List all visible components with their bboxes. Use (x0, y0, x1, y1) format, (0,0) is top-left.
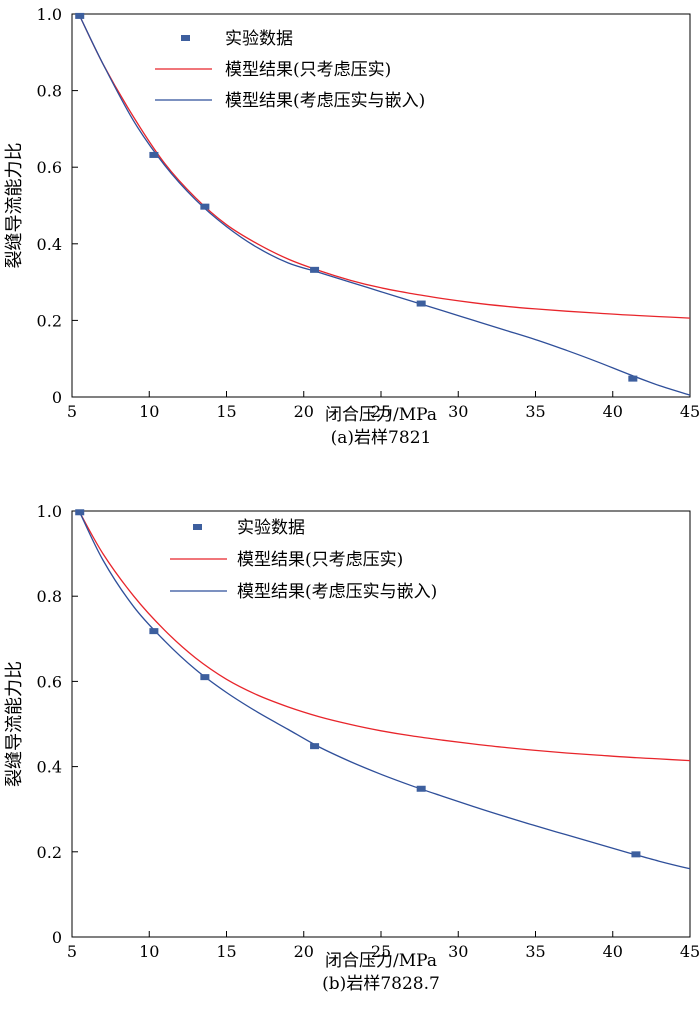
data-point (149, 628, 159, 635)
data-point (149, 151, 159, 158)
y-tick-label: 1.0 (37, 5, 62, 24)
y-axis-label: 裂缝导流能力比 (4, 143, 25, 269)
legend-label-embedment: 模型结果(考虑压实与嵌入) (237, 582, 437, 602)
x-tick-label: 30 (448, 942, 468, 961)
chart-panel-b: 5 10 15 20 25 30 35 40 45 0 0.2 0.4 0.6 0.8 1.0 闭合压力/MP… (4, 502, 700, 994)
x-tick-label: 25 (371, 942, 391, 961)
y-tick-label: 0.6 (37, 158, 62, 177)
data-point (310, 266, 320, 273)
y-tick-label: 0.8 (37, 587, 62, 606)
y-axis-label: 裂缝导流能力比 (4, 661, 25, 787)
legend-label-compaction: 模型结果(只考虑压实) (225, 60, 391, 80)
data-point (416, 300, 426, 307)
x-tick-label: 35 (525, 942, 545, 961)
legend-marker-experiment (181, 35, 190, 41)
data-point (416, 785, 426, 792)
data-point (200, 203, 210, 210)
x-tick-label: 25 (371, 402, 391, 421)
x-axis-label: 闭合压力/MPa (325, 405, 437, 425)
data-point (75, 12, 85, 19)
y-tick-label: 0.2 (37, 843, 62, 862)
y-tick-label: 0.4 (37, 758, 62, 777)
y-tick-label: 0.8 (37, 82, 62, 101)
legend-label-compaction: 模型结果(只考虑压实) (237, 550, 403, 570)
x-tick-label: 10 (139, 402, 159, 421)
x-tick-label: 45 (680, 942, 700, 961)
series-line-compaction-only (79, 15, 691, 319)
y-tick-label: 0.4 (37, 235, 62, 254)
x-axis-label: 闭合压力/MPa (325, 951, 437, 971)
y-tick-label: 0 (52, 928, 62, 947)
y-tick-label: 0.6 (37, 672, 62, 691)
legend-label-experiment: 实验数据 (225, 29, 293, 49)
x-tick-label: 10 (139, 942, 159, 961)
y-tick-label: 1.0 (37, 502, 62, 521)
chart-panel-a: 5 10 15 20 25 30 35 40 45 0 0.2 0.4 0.6 0.8 1.0 闭合压力/MP… (4, 5, 700, 448)
series-line-compaction-only (79, 511, 691, 762)
x-tick-label: 30 (448, 402, 468, 421)
x-tick-label: 35 (525, 402, 545, 421)
y-tick-label: 0.2 (37, 311, 62, 330)
x-tick-label: 5 (67, 942, 77, 961)
data-point (75, 509, 85, 516)
data-point (200, 674, 210, 681)
y-tick-label: 0 (52, 388, 62, 407)
x-tick-label: 15 (216, 942, 236, 961)
x-tick-label: 15 (216, 402, 236, 421)
x-tick-label: 20 (294, 402, 314, 421)
data-point (628, 375, 638, 382)
plot-frame (71, 510, 691, 938)
x-tick-label: 5 (67, 402, 77, 421)
series-line-compaction-embedment (79, 15, 691, 396)
series-line-compaction-embedment (79, 512, 691, 870)
x-tick-label: 20 (294, 942, 314, 961)
data-point (631, 851, 641, 858)
chart-title: (a)岩样7821 (331, 428, 432, 448)
legend-marker-experiment (193, 524, 202, 530)
data-point (310, 743, 320, 750)
legend-label-experiment: 实验数据 (237, 518, 305, 538)
x-tick-label: 45 (680, 402, 700, 421)
x-tick-label: 40 (603, 942, 623, 961)
legend-label-embedment: 模型结果(考虑压实与嵌入) (225, 91, 425, 111)
x-tick-label: 40 (603, 402, 623, 421)
chart-title: (b)岩样7828.7 (322, 974, 440, 994)
